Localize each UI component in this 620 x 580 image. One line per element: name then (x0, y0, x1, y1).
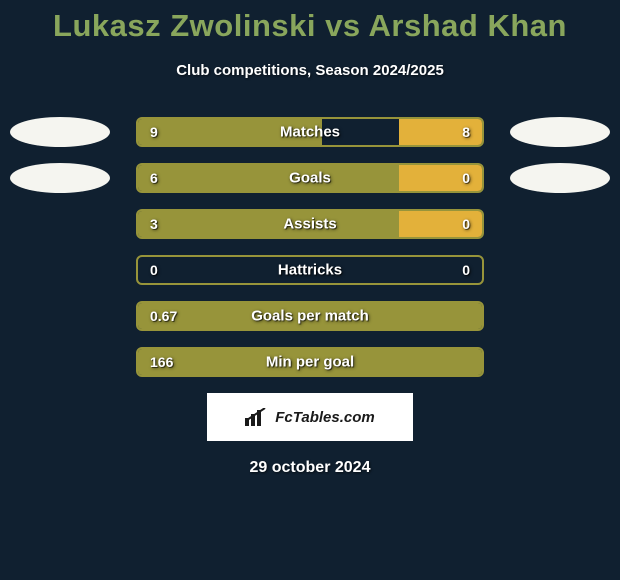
stat-row: 3 0 Assists (0, 209, 620, 239)
stat-row: 6 0 Goals (0, 163, 620, 193)
bar-track: 6 0 Goals (136, 163, 484, 193)
bar-track: 0.67 Goals per match (136, 301, 484, 331)
metric-label: Goals per match (251, 308, 369, 325)
bar-player1 (138, 165, 403, 191)
page-title: Lukasz Zwolinski vs Arshad Khan (0, 0, 620, 44)
metric-label: Matches (280, 124, 340, 141)
value-player1: 166 (150, 354, 173, 370)
value-player2: 0 (462, 262, 470, 278)
value-player1: 6 (150, 170, 158, 186)
fctables-logo-icon (245, 408, 269, 426)
bar-track: 9 8 Matches (136, 117, 484, 147)
date-label: 29 october 2024 (0, 459, 620, 477)
stat-row: 0 0 Hattricks (0, 255, 620, 285)
player2-avatar (510, 163, 610, 193)
bar-track: 0 0 Hattricks (136, 255, 484, 285)
value-player1: 0 (150, 262, 158, 278)
bar-track: 3 0 Assists (136, 209, 484, 239)
value-player2: 0 (462, 170, 470, 186)
player2-avatar (510, 117, 610, 147)
player1-avatar (10, 117, 110, 147)
stat-row: 9 8 Matches (0, 117, 620, 147)
comparison-chart: 9 8 Matches 6 0 Goals 3 0 Assists 0 0 Hattricks 0.67… (0, 117, 620, 377)
metric-label: Goals (289, 170, 331, 187)
value-player1: 9 (150, 124, 158, 140)
bar-player1 (138, 211, 403, 237)
metric-label: Assists (283, 216, 336, 233)
logo-text: FcTables.com (275, 409, 374, 426)
bar-track: 166 Min per goal (136, 347, 484, 377)
metric-label: Min per goal (266, 354, 354, 371)
value-player1: 3 (150, 216, 158, 232)
metric-label: Hattricks (278, 262, 342, 279)
player1-avatar (10, 163, 110, 193)
value-player2: 8 (462, 124, 470, 140)
stat-row: 0.67 Goals per match (0, 301, 620, 331)
subtitle: Club competitions, Season 2024/2025 (0, 62, 620, 79)
logo-box[interactable]: FcTables.com (207, 393, 413, 441)
value-player2: 0 (462, 216, 470, 232)
stat-row: 166 Min per goal (0, 347, 620, 377)
value-player1: 0.67 (150, 308, 177, 324)
